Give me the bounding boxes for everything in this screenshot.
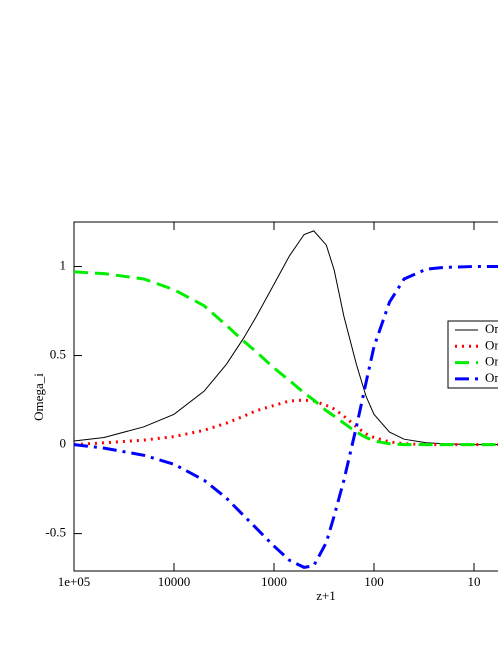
legend-label: Om — [485, 354, 498, 369]
legend-label: Om — [485, 370, 498, 385]
series-line — [73, 230, 498, 446]
y-axis-label: Omega_i — [31, 373, 46, 421]
x-tick-label: 10 — [468, 574, 481, 589]
y-tick-label: 0 — [60, 436, 67, 451]
series-line — [73, 265, 498, 569]
x-tick-label: 100 — [364, 574, 384, 589]
y-tick-label: 1 — [60, 257, 67, 272]
x-tick-label: 10000 — [158, 574, 191, 589]
plot-frame — [73, 221, 498, 572]
y-tick-label: 0.5 — [50, 347, 66, 362]
legend-box — [447, 320, 498, 389]
x-tick-label: 1e+05 — [58, 574, 91, 589]
y-tick-label: -0.5 — [45, 525, 66, 540]
x-axis-label: z+1 — [316, 588, 336, 603]
series-line — [73, 398, 498, 447]
x-tick-label: 1000 — [261, 574, 287, 589]
legend-label: Om — [485, 321, 498, 336]
series-line — [73, 270, 498, 447]
legend-label: Om — [485, 337, 498, 352]
